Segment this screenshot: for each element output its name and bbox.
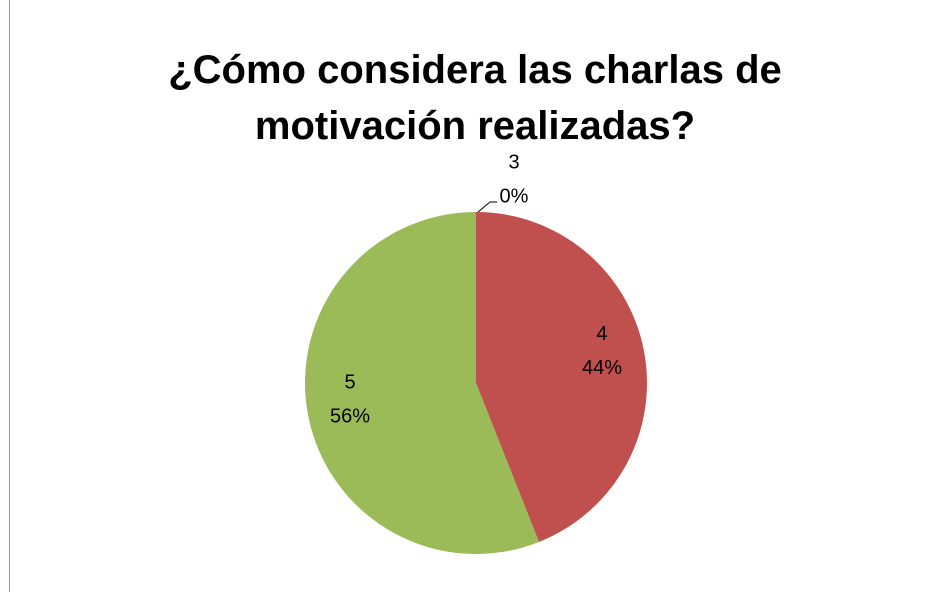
slice-value-label: 0%	[500, 185, 529, 207]
slice-value-label: 44%	[582, 357, 622, 379]
slice-category-label: 5	[344, 371, 355, 393]
slice-value-label: 56%	[330, 405, 370, 427]
pie-slice	[304, 212, 539, 554]
chart-title: ¿Cómo considera las charlas de motivació…	[168, 48, 782, 148]
pie-slice	[476, 212, 647, 542]
leader-line	[477, 201, 497, 213]
slice-category-label: 3	[508, 151, 519, 173]
slice-category-label: 4	[596, 323, 607, 345]
